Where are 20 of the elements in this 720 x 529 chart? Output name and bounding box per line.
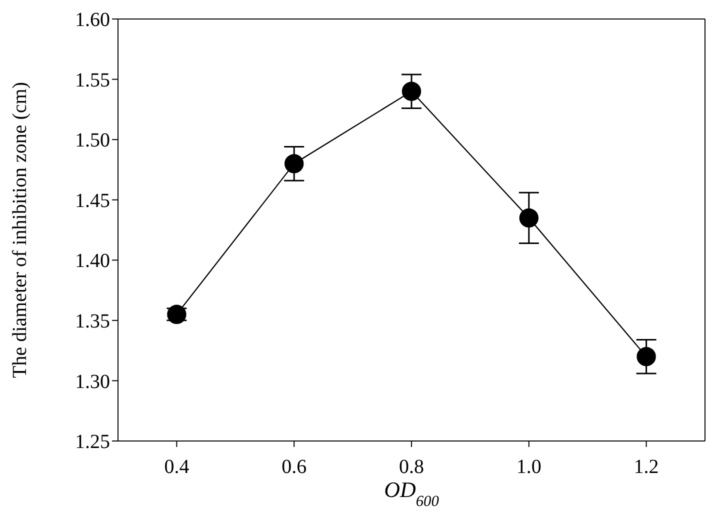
y-tick-label: 1.30 bbox=[75, 370, 110, 393]
y-tick-label: 1.35 bbox=[75, 310, 110, 333]
x-tick-label: 0.8 bbox=[399, 456, 424, 478]
y-tick-label: 1.45 bbox=[75, 190, 110, 212]
point bbox=[636, 347, 656, 366]
x-axis-title: OD$_{600}$ bbox=[384, 477, 440, 510]
y-tick-label: 1.55 bbox=[75, 69, 110, 92]
x-tick-label: 1.0 bbox=[516, 456, 542, 478]
y-axis-title: The diameter of inhibition zone (cm) bbox=[9, 82, 31, 378]
x-tick-label: 1.2 bbox=[634, 456, 659, 478]
y-tick-label: 1.40 bbox=[75, 250, 110, 272]
y-tick-label: 1.25 bbox=[75, 431, 110, 454]
y-tick-label: 1.50 bbox=[75, 130, 110, 152]
point bbox=[284, 154, 304, 174]
point bbox=[167, 304, 186, 324]
point bbox=[402, 82, 422, 101]
y-tick-label: 1.60 bbox=[75, 9, 110, 32]
point bbox=[519, 208, 538, 228]
x-tick-label: 0.6 bbox=[282, 456, 307, 478]
x-tick-label: 0.4 bbox=[164, 456, 190, 478]
